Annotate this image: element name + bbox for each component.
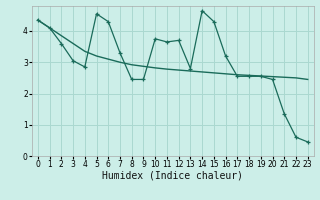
X-axis label: Humidex (Indice chaleur): Humidex (Indice chaleur) xyxy=(102,171,243,181)
